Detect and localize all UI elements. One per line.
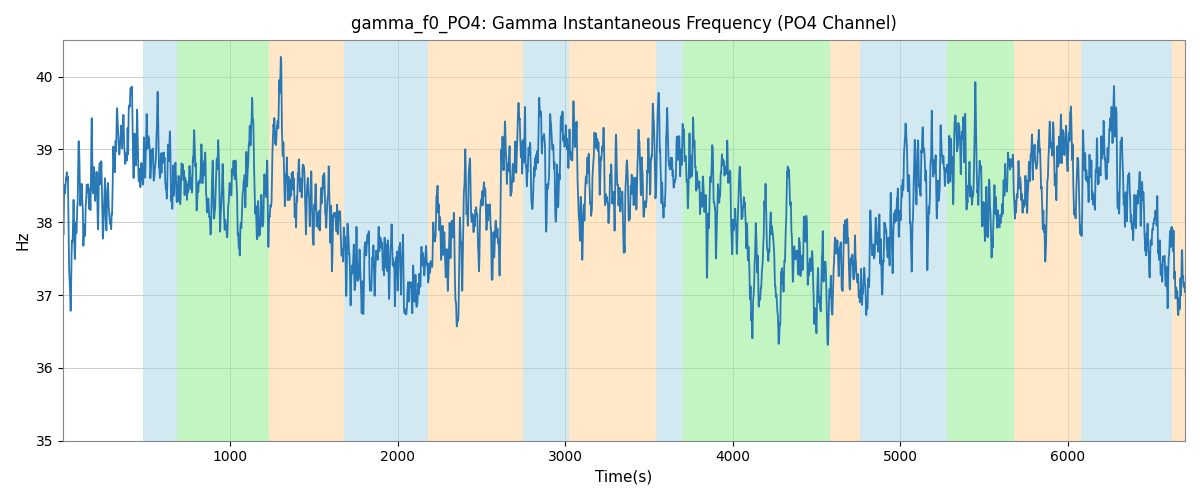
Y-axis label: Hz: Hz: [16, 230, 30, 250]
Bar: [428, 40, 523, 440]
X-axis label: Time(s): Time(s): [595, 470, 653, 485]
Bar: [176, 40, 269, 440]
Bar: [1014, 40, 1081, 440]
Bar: [830, 40, 860, 440]
Bar: [1171, 40, 1193, 440]
Bar: [344, 40, 428, 440]
Bar: [143, 40, 176, 440]
Bar: [683, 40, 830, 440]
Bar: [1081, 40, 1171, 440]
Bar: [947, 40, 1014, 440]
Title: gamma_f0_PO4: Gamma Instantaneous Frequency (PO4 Channel): gamma_f0_PO4: Gamma Instantaneous Freque…: [352, 15, 896, 34]
Bar: [523, 40, 569, 440]
Bar: [655, 40, 683, 440]
Bar: [269, 40, 344, 440]
Bar: [860, 40, 947, 440]
Bar: [569, 40, 655, 440]
